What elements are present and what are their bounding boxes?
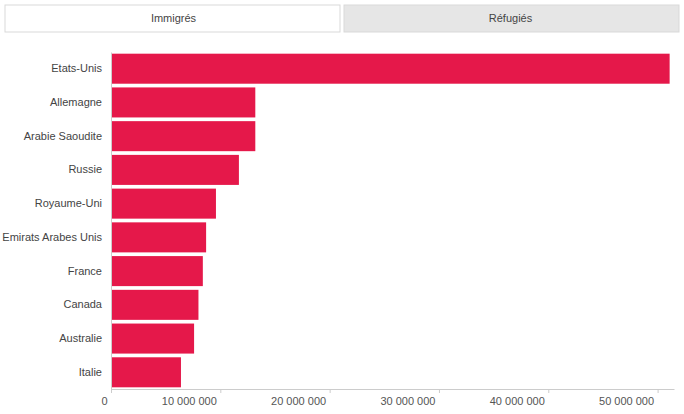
tab[interactable]: Immigrés	[5, 5, 340, 32]
y-tick-label: Russie	[68, 163, 102, 175]
y-tick: Italie	[79, 366, 111, 378]
y-tick: Canada	[63, 298, 111, 310]
x-tick: 10 000 000	[162, 389, 221, 407]
x-tick-mark	[111, 389, 112, 393]
y-tick-label: Canada	[63, 298, 102, 310]
tab-background[interactable]	[344, 5, 679, 32]
x-tick-mark	[548, 389, 549, 393]
tab[interactable]: Réfugiés	[344, 5, 679, 32]
y-tick-label: Etats-Unis	[51, 62, 102, 74]
tab-label[interactable]: Immigrés	[151, 12, 197, 24]
bar	[111, 357, 181, 387]
bars	[111, 54, 670, 388]
y-tick: France	[68, 265, 111, 277]
y-tick: Russie	[68, 163, 111, 175]
x-tick: 20 000 000	[271, 389, 330, 407]
x-tick-label: 40 000 000	[490, 395, 545, 407]
y-tick: Australie	[59, 332, 111, 344]
x-tick-label: 30 000 000	[380, 395, 435, 407]
tab-background[interactable]	[5, 5, 340, 32]
y-tick-label: Emirats Arabes Unis	[2, 231, 102, 243]
x-tick-mark	[220, 389, 221, 393]
y-axis-line	[111, 53, 112, 390]
x-tick: 0	[101, 389, 111, 407]
y-tick-label: France	[68, 265, 102, 277]
x-tick-mark	[658, 389, 659, 393]
tab-label[interactable]: Réfugiés	[489, 12, 533, 24]
x-tick-label: 0	[101, 395, 107, 407]
x-tick: 50 000 000	[599, 389, 658, 407]
x-tick-label: 50 000 000	[599, 395, 654, 407]
y-tick: Etats-Unis	[51, 62, 111, 74]
x-tick-label: 10 000 000	[162, 395, 217, 407]
y-tick-label: Arabie Saoudite	[24, 130, 102, 142]
y-tick-label: Australie	[59, 332, 102, 344]
y-tick: Royaume-Uni	[35, 197, 111, 209]
bar	[111, 324, 194, 354]
y-tick: Emirats Arabes Unis	[2, 231, 111, 243]
y-tick-label: Royaume-Uni	[35, 197, 102, 209]
y-axis: Etats-Unis Allemagne Arabie Saoudite Russie…	[2, 53, 111, 390]
y-tick-label: Allemagne	[50, 96, 102, 108]
x-tick-mark	[330, 389, 331, 393]
bar	[111, 256, 203, 286]
chart-root: Immigrés Réfugiés 0 10 000 000 20 000 000 30 …	[0, 0, 684, 414]
bar	[111, 290, 198, 320]
x-tick-label: 20 000 000	[271, 395, 326, 407]
bar	[111, 87, 255, 117]
y-tick: Allemagne	[50, 96, 111, 108]
bar	[111, 189, 216, 219]
x-axis: 0 10 000 000 20 000 000 30 000 000 40 000 00…	[101, 389, 674, 407]
x-tick: 40 000 000	[490, 389, 549, 407]
x-tick-mark	[439, 389, 440, 393]
y-tick-label: Italie	[79, 366, 102, 378]
bar	[111, 155, 239, 185]
x-tick: 30 000 000	[380, 389, 439, 407]
x-axis-line	[112, 389, 675, 390]
y-tick: Arabie Saoudite	[24, 130, 111, 142]
bar	[111, 54, 670, 84]
bar	[111, 222, 206, 252]
bar	[111, 121, 255, 151]
